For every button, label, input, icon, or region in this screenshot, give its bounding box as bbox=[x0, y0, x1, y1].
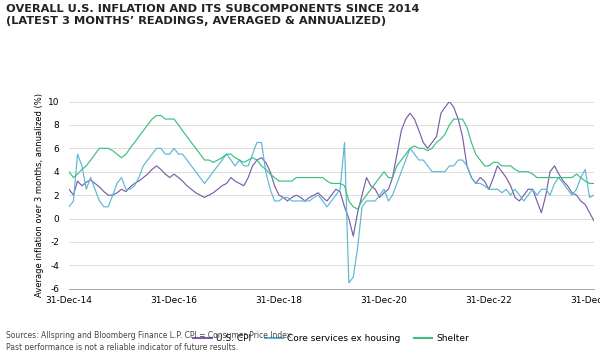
Y-axis label: Average inflation over 3 months, annualized (%): Average inflation over 3 months, annuali… bbox=[35, 93, 44, 297]
Legend: U.S. CPI, Core services ex housing, Shelter: U.S. CPI, Core services ex housing, Shel… bbox=[190, 331, 473, 347]
Text: Sources: Allspring and Bloomberg Finance L.P. CPI = Consumer Price Index
Past pe: Sources: Allspring and Bloomberg Finance… bbox=[6, 331, 291, 350]
Text: OVERALL U.S. INFLATION AND ITS SUBCOMPONENTS SINCE 2014
(LATEST 3 MONTHS’ READIN: OVERALL U.S. INFLATION AND ITS SUBCOMPON… bbox=[6, 4, 419, 26]
